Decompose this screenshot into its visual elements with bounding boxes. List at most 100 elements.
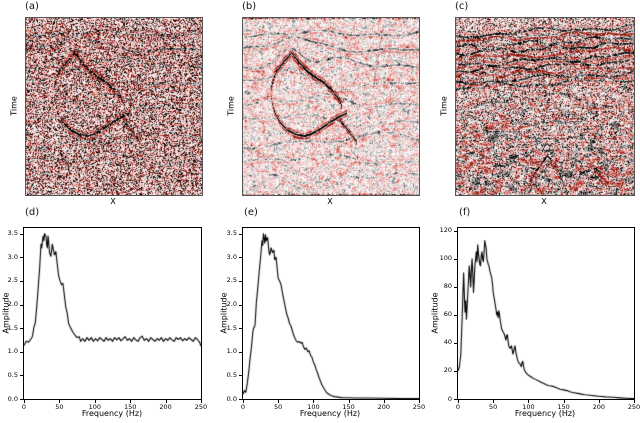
spectrum-curve-e	[243, 228, 419, 399]
panel-f-xlabel: Frequency (Hz)	[514, 409, 576, 418]
y-tick-label: 3.0	[7, 252, 18, 261]
x-tick-label: 150	[123, 403, 137, 411]
y-tick	[20, 351, 23, 353]
spectrum-plot-f	[457, 227, 635, 400]
panel-a-ylabel: Time	[9, 96, 19, 116]
x-tick	[458, 400, 459, 403]
y-tick	[239, 257, 242, 259]
x-tick-label: 150	[342, 403, 355, 411]
y-tick-label: 0.5	[7, 370, 18, 379]
x-tick-label: 150	[557, 403, 570, 411]
seismic-plot-b	[242, 17, 420, 196]
y-tick-label: 80	[443, 282, 452, 291]
panel-b-ylabel: Time	[226, 96, 236, 116]
y-tick	[20, 304, 23, 306]
panel-a-label: (a)	[25, 1, 39, 12]
x-tick-label: 100	[307, 403, 320, 411]
y-tick-label: 1.0	[7, 347, 18, 356]
x-tick-label: 200	[592, 403, 606, 411]
x-tick	[243, 400, 244, 403]
x-tick	[598, 400, 600, 403]
y-tick	[454, 258, 457, 260]
y-tick	[239, 328, 242, 330]
panel-e-label: (e)	[244, 207, 258, 218]
y-tick	[20, 233, 23, 235]
panel-d-label: (d)	[25, 207, 40, 218]
seismic-image-a	[26, 18, 202, 195]
x-tick	[165, 400, 167, 403]
y-tick	[239, 233, 242, 235]
y-tick-label: 120	[439, 226, 452, 235]
y-tick-label: 0.0	[226, 394, 237, 403]
y-tick	[239, 375, 242, 377]
y-tick	[20, 280, 23, 282]
y-tick	[20, 328, 23, 330]
y-tick-label: 0.5	[226, 370, 237, 379]
x-tick	[278, 400, 280, 403]
y-tick-label: 3.5	[7, 229, 18, 238]
y-tick-label: 2.0	[7, 300, 18, 309]
panel-b-xlabel: X	[327, 197, 333, 206]
x-tick	[130, 400, 132, 403]
spectrum-plot-e	[242, 227, 420, 400]
y-tick	[454, 342, 457, 344]
y-tick	[20, 257, 23, 259]
y-tick-label: 20	[443, 366, 452, 375]
y-tick-label: 40	[443, 338, 452, 347]
y-tick-label: 0.0	[7, 394, 18, 403]
y-tick-label: 1.0	[226, 347, 237, 356]
x-tick-label: 250	[194, 403, 208, 411]
panel-d-xlabel: Frequency (Hz)	[81, 409, 143, 418]
y-tick	[20, 375, 23, 377]
seismic-plot-a	[25, 17, 203, 196]
y-tick	[454, 399, 457, 400]
panel-c-ylabel: Time	[439, 96, 449, 116]
y-tick-label: 2.5	[226, 276, 237, 285]
x-tick	[348, 400, 350, 403]
panel-f-label: (f)	[459, 207, 471, 218]
y-tick	[239, 280, 242, 282]
spectrum-plot-d	[23, 227, 202, 400]
x-tick	[94, 400, 96, 403]
x-tick-label: 250	[412, 403, 426, 411]
x-tick-label: 50	[55, 403, 64, 411]
spectrum-curve-f	[458, 228, 634, 399]
x-tick-label: 0	[240, 403, 246, 411]
x-tick	[59, 400, 61, 403]
y-tick-label: 1.5	[226, 323, 237, 332]
x-tick	[24, 400, 25, 403]
x-tick-label: 250	[627, 403, 640, 411]
x-tick-label: 200	[159, 403, 172, 411]
y-tick-label: 2.5	[7, 276, 18, 285]
seismic-image-c	[456, 18, 634, 195]
x-tick-label: 100	[522, 403, 535, 411]
x-tick-label: 200	[377, 403, 391, 411]
x-tick-label: 50	[489, 403, 498, 411]
y-tick	[454, 370, 457, 372]
panel-c-xlabel: X	[541, 197, 547, 206]
y-tick-label: 2.0	[226, 300, 237, 309]
seismic-plot-c	[455, 17, 635, 196]
x-tick-label: 0	[455, 403, 461, 411]
spectrum-curve-d	[24, 228, 201, 399]
x-tick	[563, 400, 565, 403]
panel-b-label: (b)	[242, 1, 257, 12]
y-tick-label: 3.0	[226, 252, 237, 261]
x-tick	[313, 400, 315, 403]
y-tick-label: 3.5	[226, 229, 237, 238]
x-tick	[419, 400, 420, 403]
panel-a-xlabel: X	[110, 197, 116, 206]
x-tick-label: 100	[88, 403, 102, 411]
panel-c-label: (c)	[455, 1, 469, 12]
x-tick	[383, 400, 385, 403]
seismic-image-b	[243, 18, 419, 195]
y-tick	[239, 399, 242, 400]
x-tick	[634, 400, 635, 403]
y-tick-label: 100	[439, 254, 452, 263]
x-tick	[201, 400, 202, 403]
y-tick-label: 60	[443, 310, 452, 319]
y-tick	[454, 230, 457, 232]
y-tick	[454, 314, 457, 316]
y-tick	[454, 286, 457, 288]
